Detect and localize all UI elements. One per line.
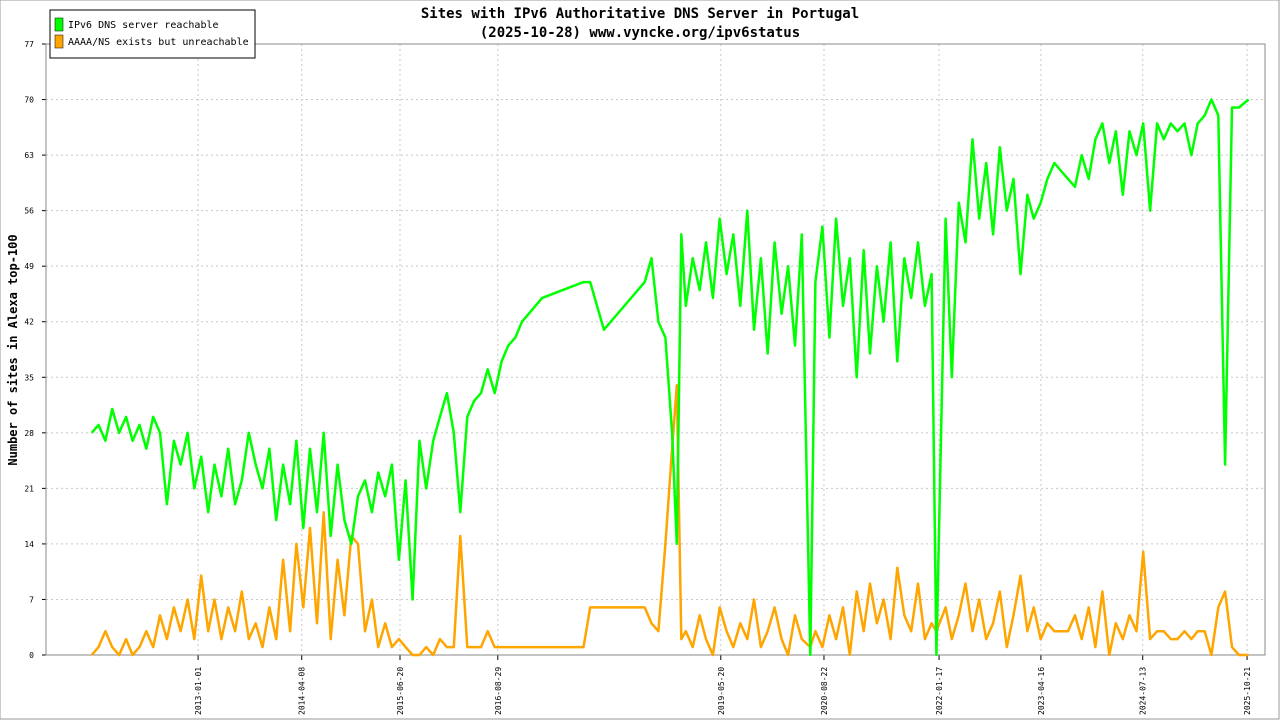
x-tick-label: 2013-01-01 xyxy=(194,667,203,715)
y-tick-label: 14 xyxy=(24,540,34,549)
legend-swatch xyxy=(54,17,64,32)
y-tick-label: 7 xyxy=(29,595,34,604)
y-tick-label: 35 xyxy=(24,373,34,382)
plot-border xyxy=(45,43,1266,656)
legend-swatch xyxy=(54,34,64,49)
y-tick-label: 28 xyxy=(24,429,34,438)
x-tick-label: 2015-06-20 xyxy=(396,667,405,715)
legend-label: IPv6 DNS server reachable xyxy=(68,20,219,31)
y-tick-label: 77 xyxy=(24,40,34,49)
x-tick-label: 2019-05-20 xyxy=(717,667,726,715)
y-tick-label: 63 xyxy=(24,151,34,160)
x-tick-label: 2025-10-21 xyxy=(1243,667,1252,715)
chart-subtitle: (2025-10-28) www.vyncke.org/ipv6status xyxy=(480,25,800,41)
legend-box xyxy=(49,9,256,59)
y-tick-label: 70 xyxy=(24,96,34,105)
legend-label: AAAA/NS exists but unreachable xyxy=(68,37,249,48)
y-axis-label: Number of sites in Alexa top-100 xyxy=(6,234,20,465)
x-tick-label: 2014-04-08 xyxy=(298,667,307,715)
y-tick-label: 42 xyxy=(24,318,34,327)
y-tick-label: 0 xyxy=(29,651,34,660)
x-tick-label: 2016-08-29 xyxy=(494,667,503,715)
x-tick-label: 2023-04-16 xyxy=(1037,667,1046,715)
y-tick-label: 21 xyxy=(24,484,34,493)
y-tick-label: 49 xyxy=(24,262,34,271)
data-line xyxy=(90,98,1250,657)
data-line xyxy=(90,383,1249,657)
x-tick-label: 2024-07-13 xyxy=(1139,667,1148,715)
x-tick-label: 2022-01-17 xyxy=(935,667,944,715)
chart-title: Sites with IPv6 Authoritative DNS Server… xyxy=(421,6,859,22)
y-tick-label: 56 xyxy=(24,207,34,216)
x-tick-label: 2020-08-22 xyxy=(820,667,829,715)
